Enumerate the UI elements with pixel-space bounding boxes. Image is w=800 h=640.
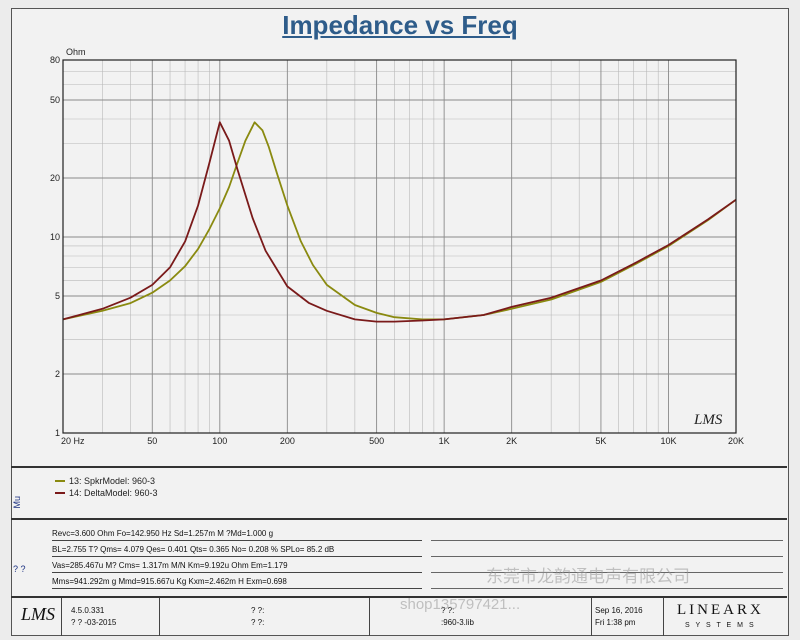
impedance-chart: 20 Hz 50 100 200 500 1K 2K 5K 10K 20K 1 2 5 10 20 50 80… — [50, 47, 744, 446]
x-tick-label: 1K — [439, 436, 450, 446]
legend-item-spkr: 13: SpkrModel: 960-3 — [55, 476, 155, 486]
x-tick-label: 500 — [369, 436, 384, 446]
parameters-panel: Revc=3.600 Ohm Fo=142.950 Hz Sd=1.257m M… — [11, 518, 787, 596]
y-axis-label: Ohm — [66, 47, 86, 57]
watermark-line-2: shop135797421... — [400, 596, 521, 613]
footer-bar: LMS 4.5.0.331 ? ? -03-2015 ? ?: ? ?: ? ?… — [11, 596, 787, 636]
x-tick-label: 10K — [660, 436, 676, 446]
legend-item-delta: 14: DeltaModel: 960-3 — [55, 488, 158, 498]
lms-logo: LMS — [693, 412, 723, 428]
footer-field-2: ? ?: — [251, 618, 265, 627]
param-blank-2 — [431, 544, 783, 557]
x-tick-label: 5K — [595, 436, 606, 446]
legend-label-spkr: 13: SpkrModel: 960-3 — [69, 476, 156, 486]
legend-panel: 13: SpkrModel: 960-3 14: DeltaModel: 960… — [11, 466, 787, 518]
legend-label-delta: 14: DeltaModel: 960-3 — [69, 488, 158, 498]
grid-minor — [63, 60, 736, 433]
param-row-2: BL=2.755 T? Qms= 4.079 Qes= 0.401 Qts= 0… — [52, 544, 422, 557]
footer-brand-sub: S Y S T E M S — [685, 622, 756, 629]
footer-version-cell: 4.5.0.331 ? ? -03-2015 — [61, 598, 160, 636]
x-tick-label: 50 — [147, 436, 157, 446]
plot-border — [62, 59, 737, 434]
legend-swatch-spkr — [55, 480, 65, 482]
watermark-line-1: 东莞市龙韵通电声有限公司 — [486, 567, 690, 586]
y-tick-labels: 1 2 5 10 20 50 80 — [50, 55, 60, 438]
param-blank-1 — [431, 528, 783, 541]
y-tick-label: 1 — [55, 428, 60, 438]
legend-swatch-delta — [55, 492, 65, 494]
y-tick-label: 80 — [50, 55, 60, 65]
side-label-top: Mu — [12, 496, 22, 509]
y-tick-label: 2 — [55, 369, 60, 379]
footer-date-cell: Sep 16, 2016 Fri 1:38 pm — [591, 598, 664, 636]
param-blank-3 — [431, 560, 783, 573]
footer-file: :960-3.lib — [441, 618, 474, 627]
footer-version: 4.5.0.331 — [71, 606, 105, 615]
footer-logo-cell: LMS — [11, 598, 62, 636]
footer-fields-cell: ? ?: ? ?: — [159, 598, 370, 636]
y-tick-label: 50 — [50, 95, 60, 105]
y-tick-label: 20 — [50, 173, 60, 183]
footer-date-code: ? ? -03-2015 — [71, 618, 117, 627]
param-row-1: Revc=3.600 Ohm Fo=142.950 Hz Sd=1.257m M… — [52, 528, 422, 541]
footer-field-3: ? ?: — [441, 606, 455, 615]
x-tick-label: 2K — [506, 436, 517, 446]
footer-brand-cell: LINEARX S Y S T E M S — [663, 598, 787, 636]
param-blank-4 — [431, 576, 783, 589]
series-line-2 — [62, 121, 737, 323]
x-tick-label: 20K — [728, 436, 744, 446]
x-tick-label: 100 — [212, 436, 227, 446]
footer-file-cell: ? ?: :960-3.lib — [369, 598, 592, 636]
footer-date: Sep 16, 2016 — [595, 606, 643, 615]
y-tick-label: 5 — [55, 291, 60, 301]
footer-brand: LINEARX — [677, 602, 764, 618]
y-tick-label: 10 — [50, 232, 60, 242]
series-line-1 — [62, 121, 737, 321]
footer-field-1: ? ?: — [251, 606, 265, 615]
series-layer — [62, 121, 737, 323]
chart-title: Impedance vs Freq — [282, 10, 518, 40]
param-row-4: Mms=941.292m g Mmd=915.667u Kg Kxm=2.462… — [52, 576, 422, 589]
footer-time: Fri 1:38 pm — [595, 618, 636, 627]
x-tick-label: 200 — [280, 436, 295, 446]
footer-lms-logo: LMS — [21, 604, 56, 624]
param-row-3: Vas=285.467u M? Cms= 1.317m M/N Km=9.192… — [52, 560, 422, 573]
grid-major — [63, 60, 736, 433]
side-label-bottom: ? ? — [13, 564, 26, 574]
x-tick-label: 20 Hz — [61, 436, 85, 446]
x-tick-labels: 20 Hz 50 100 200 500 1K 2K 5K 10K 20K — [61, 436, 744, 446]
